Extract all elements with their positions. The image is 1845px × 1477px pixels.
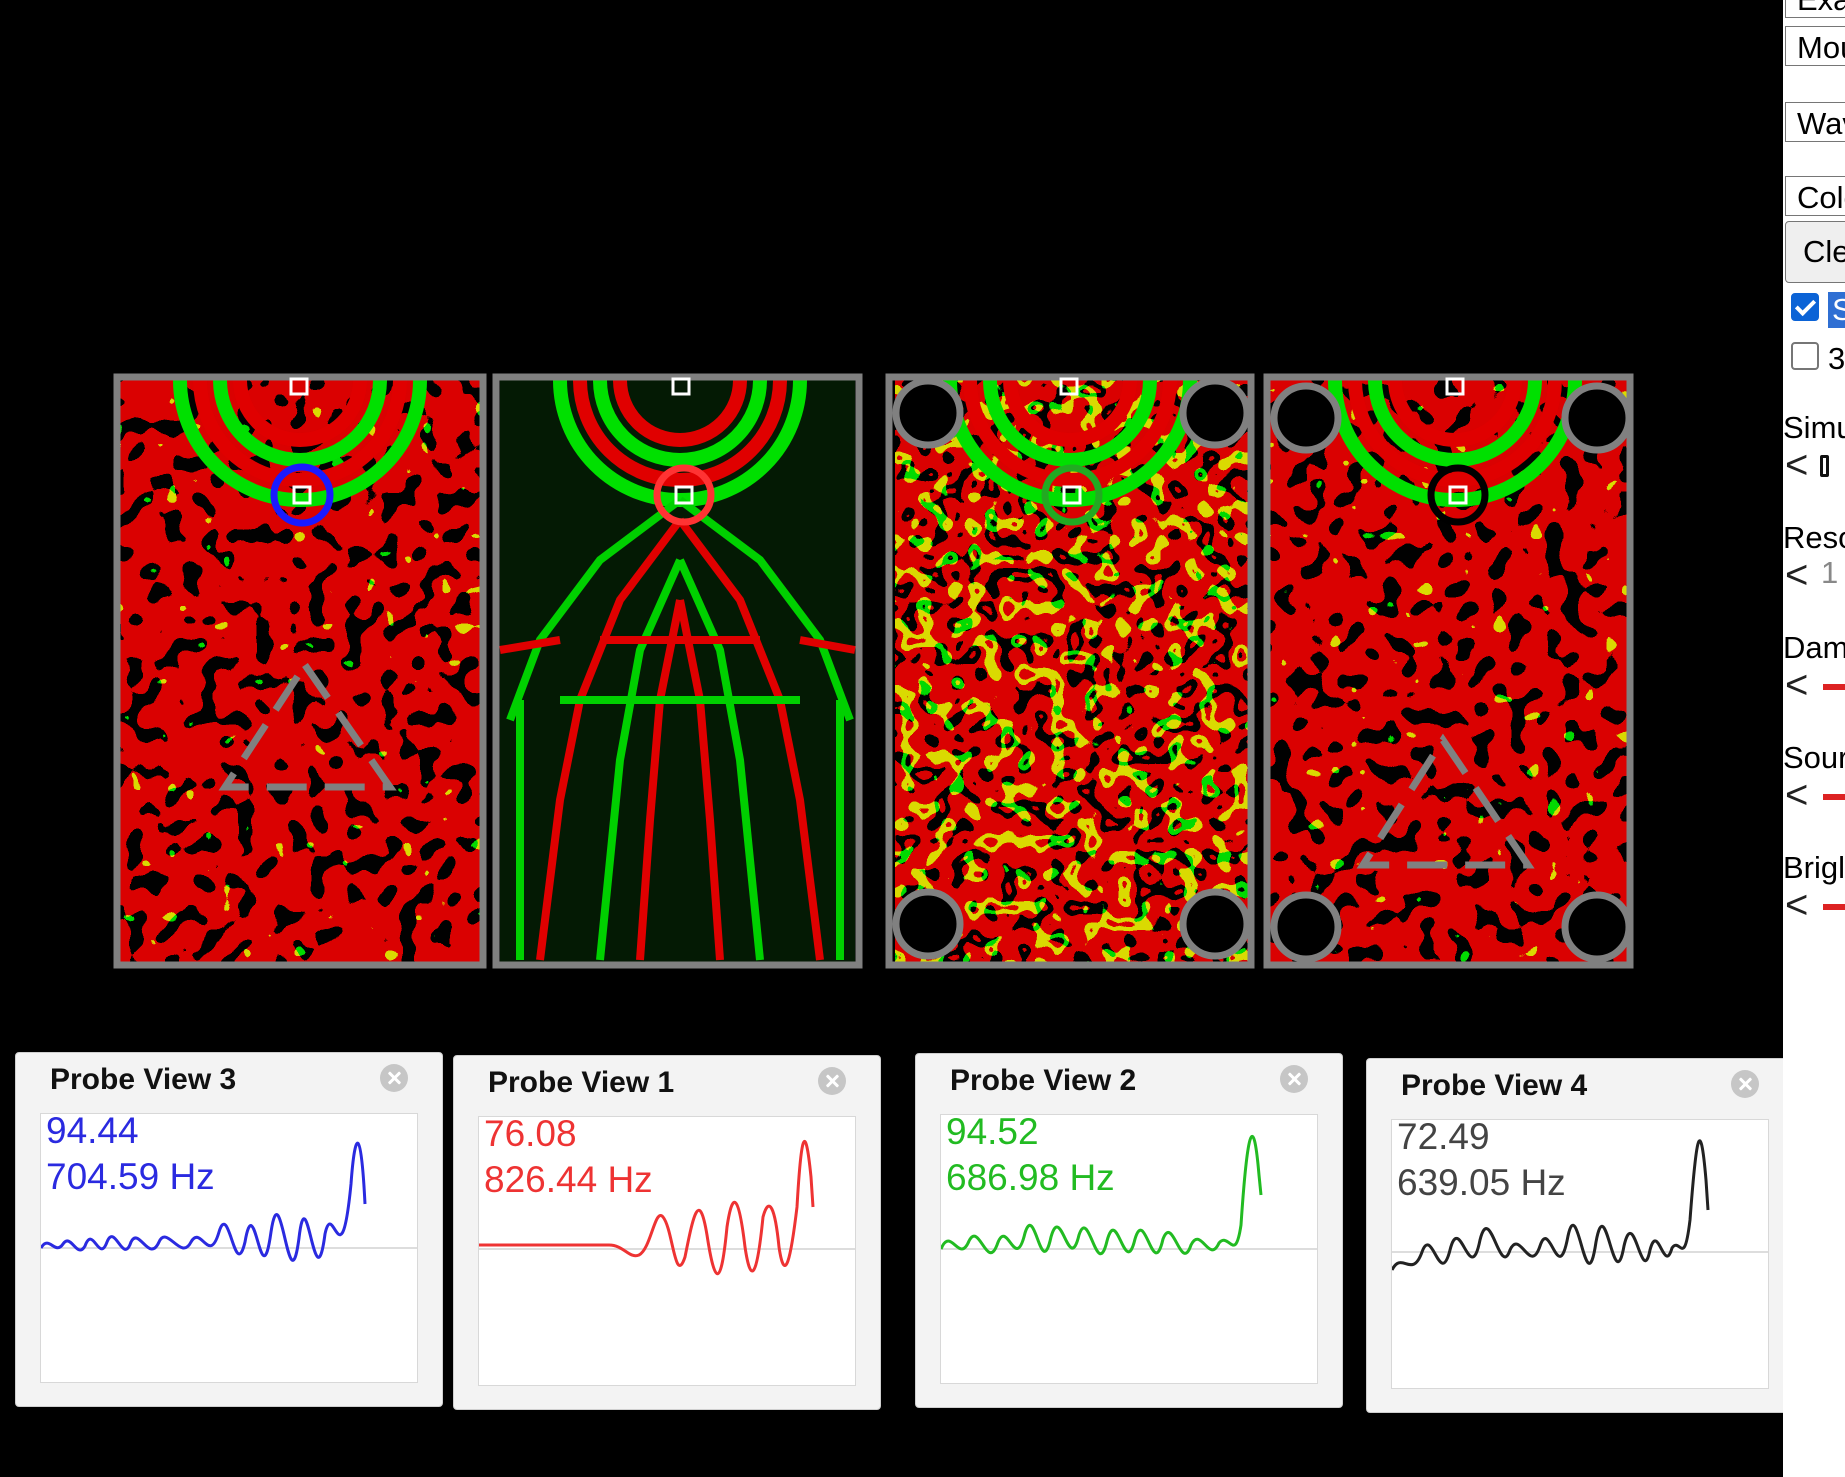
probe-value: 94.52: [946, 1114, 1039, 1152]
chevron-left-icon[interactable]: <: [1785, 773, 1809, 817]
panel-wall: [1263, 373, 1634, 969]
close-icon[interactable]: [1280, 1065, 1308, 1093]
probe-frequency: 639.05 Hz: [1397, 1162, 1566, 1203]
probe-frequency: 686.98 Hz: [946, 1157, 1115, 1198]
simulation-speed-label: Simu: [1783, 410, 1845, 445]
chevron-left-icon[interactable]: <: [1785, 663, 1809, 707]
chevron-left-icon[interactable]: <: [1785, 883, 1809, 927]
panel-wall: [113, 373, 487, 969]
close-icon[interactable]: [818, 1067, 846, 1095]
probe-value: 94.44: [46, 1113, 139, 1151]
resolution-value: 1: [1821, 555, 1839, 590]
sim-panel-2[interactable]: [492, 373, 863, 969]
close-icon[interactable]: [380, 1064, 408, 1092]
probe-marker-black: [1427, 464, 1489, 526]
source-frequency-slider-track[interactable]: [1823, 794, 1845, 800]
chevron-left-icon[interactable]: <: [1785, 553, 1809, 597]
waveform-line: [941, 1134, 1263, 1256]
3d-view-checkbox[interactable]: [1791, 342, 1819, 370]
simulation-canvas[interactable]: [0, 0, 1783, 1477]
source-marker: [289, 377, 309, 396]
waveform-dropdown[interactable]: Wav: [1785, 102, 1845, 142]
waveform-line: [41, 1141, 367, 1262]
simulation-speed-slider-thumb[interactable]: [1820, 455, 1829, 477]
probe-title[interactable]: Probe View 1: [488, 1066, 675, 1099]
control-panel: Exa Mou Wav Colo Cle S 3 Simu < Reso < 1…: [1783, 0, 1845, 1477]
source-frequency-label: Sour: [1783, 740, 1845, 775]
probe-window-1[interactable]: Probe View 1 76.08 826.44 Hz: [453, 1055, 881, 1410]
brightness-label: Brigl: [1783, 850, 1845, 885]
stopped-checkbox-label: S: [1828, 292, 1845, 328]
probe-graph: 76.08 826.44 Hz: [478, 1116, 856, 1386]
3d-view-checkbox-label: 3: [1828, 341, 1845, 376]
brightness-slider-track[interactable]: [1823, 904, 1845, 910]
corner-circles: [1270, 382, 1633, 963]
example-dropdown[interactable]: Exa: [1785, 0, 1845, 18]
probe-value: 72.49: [1397, 1119, 1490, 1157]
probe-marker-red: [653, 464, 715, 526]
waveform-line: [479, 1140, 815, 1276]
sim-panel-4[interactable]: [1263, 373, 1634, 969]
corner-circles: [892, 377, 1251, 960]
probe-frequency: 826.44 Hz: [484, 1159, 653, 1200]
triangle-obstacle: [1356, 733, 1535, 869]
close-icon[interactable]: [1731, 1070, 1759, 1098]
sim-panel-3[interactable]: [885, 373, 1255, 969]
probe-marker-blue: [270, 463, 334, 527]
stopped-checkbox[interactable]: [1791, 293, 1819, 321]
probe-title[interactable]: Probe View 4: [1401, 1069, 1588, 1102]
chevron-left-icon[interactable]: <: [1785, 443, 1809, 487]
probe-value: 76.08: [484, 1116, 577, 1154]
simulation-svg[interactable]: [0, 0, 1783, 1010]
source-marker: [1059, 377, 1079, 396]
sim-panel-1[interactable]: [113, 373, 487, 969]
probe-frequency: 704.59 Hz: [46, 1156, 215, 1197]
probe-title[interactable]: Probe View 3: [50, 1063, 237, 1096]
panel-wall: [885, 373, 1255, 969]
probe-window-3[interactable]: Probe View 3 94.44 704.59 Hz: [15, 1052, 443, 1407]
probe-window-4[interactable]: Probe View 4 72.49 639.05 Hz: [1366, 1058, 1794, 1413]
clear-button[interactable]: Cle: [1785, 221, 1845, 283]
probe-graph: 94.52 686.98 Hz: [940, 1114, 1318, 1384]
color-scheme-dropdown[interactable]: Colo: [1785, 176, 1845, 216]
probe-window-2[interactable]: Probe View 2 94.52 686.98 Hz: [915, 1053, 1343, 1408]
probe-title[interactable]: Probe View 2: [950, 1064, 1137, 1097]
damping-label: Dam: [1783, 630, 1845, 665]
probe-graph: 72.49 639.05 Hz: [1391, 1119, 1769, 1389]
probe-graph: 94.44 704.59 Hz: [40, 1113, 418, 1383]
panel-wall: [492, 373, 863, 969]
probe-marker-green: [1041, 464, 1103, 526]
mouse-mode-dropdown[interactable]: Mou: [1785, 26, 1845, 66]
waveform-line: [1392, 1139, 1710, 1271]
resolution-label: Reso: [1783, 520, 1845, 555]
source-marker: [1445, 377, 1465, 396]
damping-slider-track[interactable]: [1823, 684, 1845, 690]
triangle-obstacle: [218, 658, 397, 791]
source-marker: [671, 377, 691, 396]
